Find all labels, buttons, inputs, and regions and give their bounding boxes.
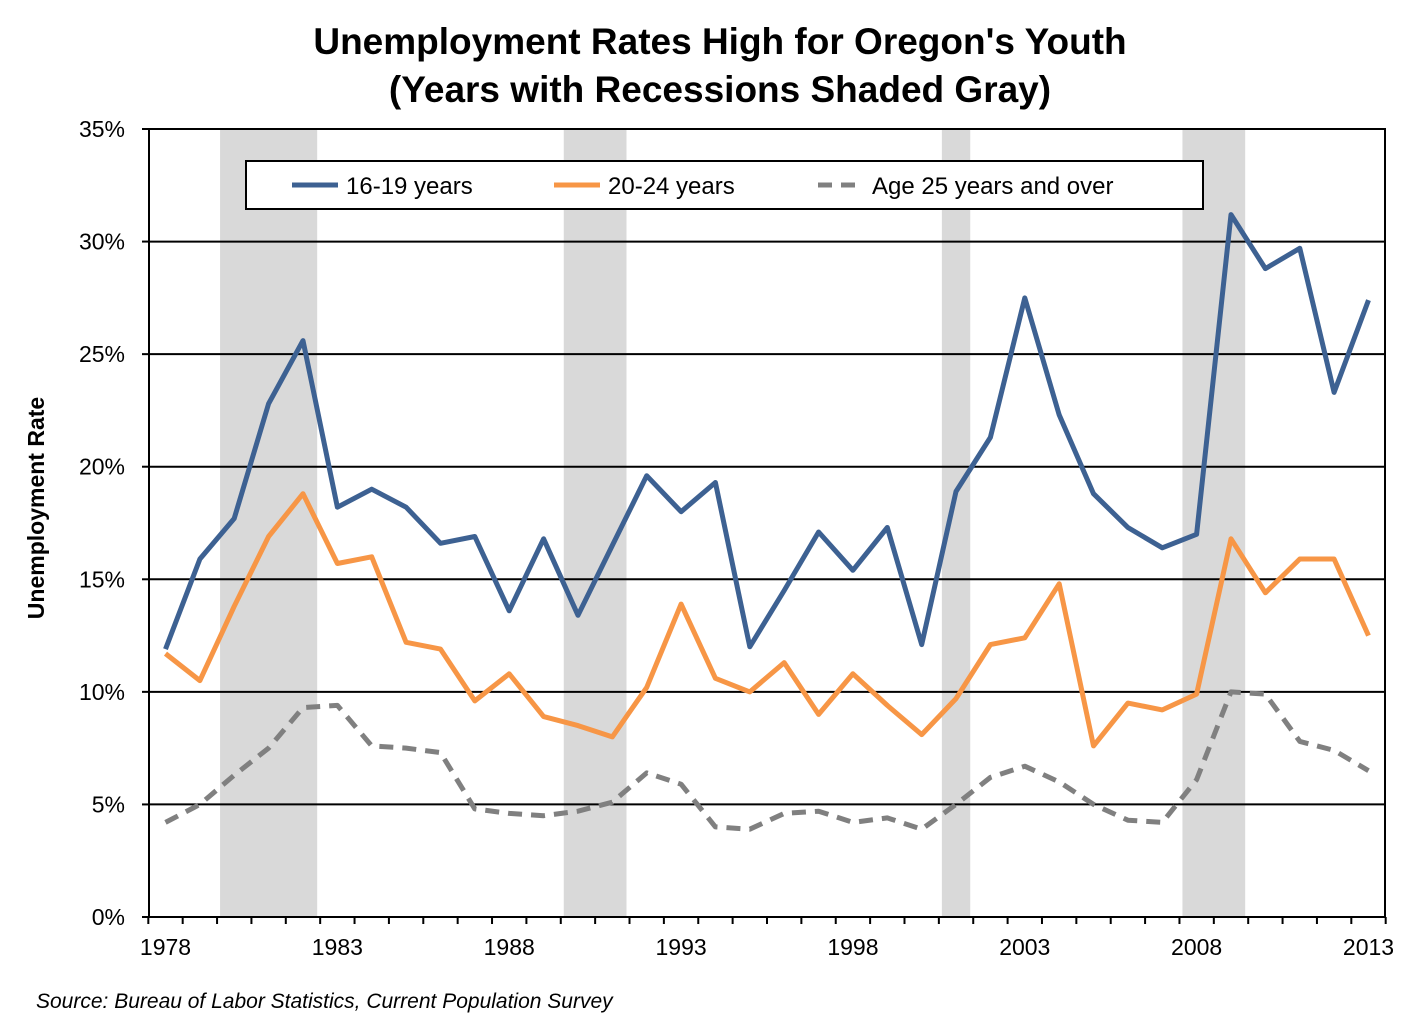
y-tick-label-6: 30% <box>79 229 125 255</box>
x-tick-label-1983: 1983 <box>312 934 363 960</box>
chart-title-line-2: (Years with Recessions Shaded Gray) <box>389 69 1051 110</box>
source-note: Source: Bureau of Labor Statistics, Curr… <box>36 990 614 1013</box>
y-axis-title: Unemployment Rate <box>23 397 49 619</box>
series-line-age-25-years-and-over <box>164 689 1370 832</box>
series-lines <box>163 212 1371 832</box>
recession-bands <box>220 129 1246 917</box>
legend-label-16-19: 16-19 years <box>346 173 473 200</box>
x-tick-label-1978: 1978 <box>140 934 191 960</box>
x-tick-label-2008: 2008 <box>1171 934 1222 960</box>
y-tick-label-1: 5% <box>92 791 125 817</box>
series-line-16-19-years <box>163 212 1371 650</box>
y-tick-label-4: 20% <box>79 454 125 480</box>
x-tick-label-1998: 1998 <box>827 934 878 960</box>
y-tick-label-7: 35% <box>79 116 125 142</box>
legend-label-25-and-over: Age 25 years and over <box>872 173 1114 200</box>
recession-band-3 <box>1182 129 1246 917</box>
x-tick-label-1993: 1993 <box>655 934 706 960</box>
y-tick-label-3: 15% <box>79 566 125 592</box>
x-tick-labels: 1978 1983 1988 1993 1998 2003 2008 2013 <box>140 934 1394 960</box>
recession-band-0 <box>220 129 318 917</box>
legend: 16-19 years 20-24 years Age 25 years and… <box>245 160 1204 210</box>
recession-band-1 <box>563 129 627 917</box>
y-tick-label-2: 10% <box>79 679 125 705</box>
legend-box <box>245 160 1204 210</box>
x-tick-label-1988: 1988 <box>484 934 535 960</box>
gridlines <box>142 128 1385 918</box>
y-tick-label-0: 0% <box>92 904 125 930</box>
legend-label-20-24: 20-24 years <box>608 173 735 200</box>
series-line-20-24-years <box>163 491 1371 749</box>
y-tick-labels: 0% 5% 10% 15% 20% 25% 30% 35% <box>79 116 125 930</box>
x-tick-label-2013: 2013 <box>1343 934 1394 960</box>
x-tick-marks <box>147 917 1387 924</box>
x-tick-label-2003: 2003 <box>999 934 1050 960</box>
y-tick-label-5: 25% <box>79 341 125 367</box>
chart-title-line-1: Unemployment Rates High for Oregon's You… <box>313 21 1126 62</box>
